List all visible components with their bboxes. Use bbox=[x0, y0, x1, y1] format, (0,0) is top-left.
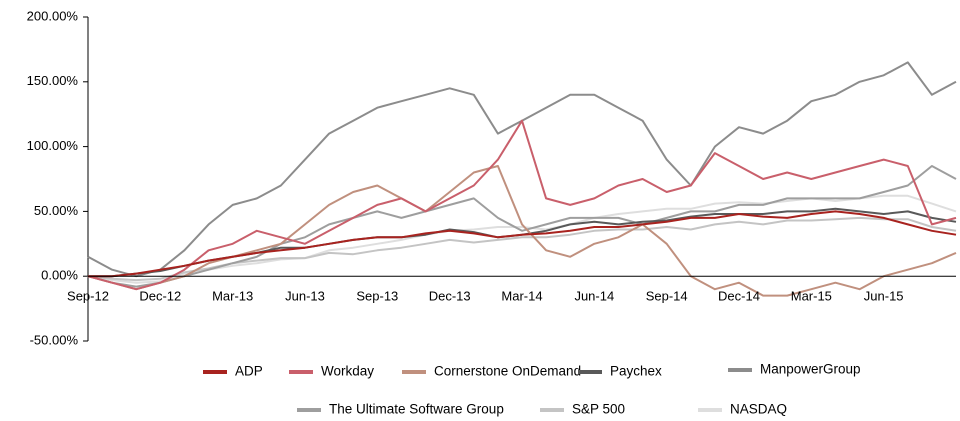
series-line bbox=[88, 210, 957, 278]
legend-label: The Ultimate Software Group bbox=[329, 402, 504, 417]
y-tick-label: 100.00% bbox=[27, 138, 79, 153]
legend-label: Cornerstone OnDemand bbox=[434, 364, 581, 379]
y-tick-label: -50.00% bbox=[30, 332, 79, 347]
legend-label: ManpowerGroup bbox=[760, 362, 861, 377]
legend-label: Paychex bbox=[610, 364, 662, 379]
x-tick-label: Jun-14 bbox=[574, 289, 614, 304]
legend-label: NASDAQ bbox=[730, 402, 787, 417]
x-tick-label: Jun-15 bbox=[864, 289, 904, 304]
x-tick-label: Mar-13 bbox=[212, 289, 253, 304]
y-tick-label: 150.00% bbox=[27, 73, 79, 88]
x-tick-label: Sep-12 bbox=[67, 289, 109, 304]
series-line bbox=[87, 61, 957, 278]
series-line bbox=[87, 165, 957, 288]
legend-label: S&P 500 bbox=[572, 402, 625, 417]
x-tick-label: Mar-15 bbox=[791, 289, 832, 304]
x-tick-label: Dec-12 bbox=[139, 289, 181, 304]
legend-label: ADP bbox=[235, 364, 263, 379]
x-tick-label: Sep-14 bbox=[646, 289, 688, 304]
x-tick-label: Dec-14 bbox=[718, 289, 760, 304]
legend-label: Workday bbox=[321, 364, 374, 379]
x-tick-label: Jun-13 bbox=[285, 289, 325, 304]
x-tick-label: Dec-13 bbox=[429, 289, 471, 304]
y-tick-label: 0.00% bbox=[41, 268, 78, 283]
series-line bbox=[87, 119, 957, 291]
y-tick-label: 50.00% bbox=[34, 203, 79, 218]
x-tick-label: Mar-14 bbox=[501, 289, 542, 304]
x-tick-label: Sep-13 bbox=[356, 289, 398, 304]
y-tick-label: 200.00% bbox=[27, 8, 79, 23]
